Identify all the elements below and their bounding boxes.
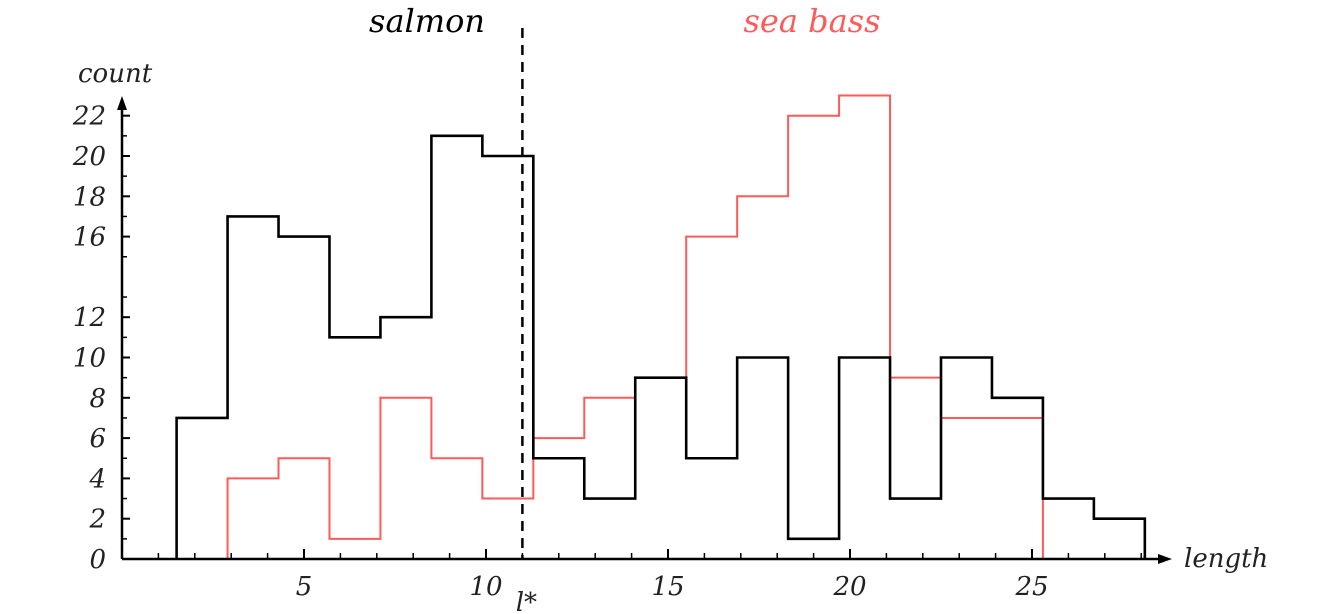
x-axis-label: length	[1184, 544, 1268, 574]
x-tick-label: 25	[1014, 572, 1048, 602]
y-tick-label: 8	[89, 384, 106, 414]
y-tick-label: 0	[89, 545, 106, 575]
x-tick-label: 20	[832, 572, 866, 602]
y-axis-ticks: 0 2 4 6 8 10 12 16 18 20 22	[72, 102, 130, 575]
y-axis-label: count	[78, 59, 153, 89]
y-tick-label: 12	[73, 303, 106, 333]
x-tick-label: 15	[651, 572, 684, 602]
series-layer	[175, 94, 1147, 559]
y-tick-label: 20	[72, 142, 106, 172]
x-tick-label: 10	[469, 572, 502, 602]
x-axis-ticks: 5 10 15 20 25	[157, 549, 1142, 602]
threshold-label: l*	[516, 588, 537, 614]
y-axis-arrow-icon	[117, 96, 127, 110]
series-label-salmon: salmon	[369, 2, 485, 40]
y-tick-label: 6	[89, 424, 106, 454]
series-salmon-line	[175, 134, 1147, 559]
y-tick-label: 4	[88, 464, 106, 494]
y-tick-label: 18	[73, 182, 106, 212]
series-label-sea-bass: sea bass	[743, 2, 880, 40]
y-tick-label: 2	[88, 505, 106, 535]
y-tick-label: 10	[73, 344, 106, 374]
x-tick-label: 5	[296, 572, 313, 602]
x-axis-arrow-icon	[1158, 554, 1172, 564]
y-tick-label: 22	[72, 102, 106, 132]
y-tick-label: 16	[73, 223, 106, 253]
